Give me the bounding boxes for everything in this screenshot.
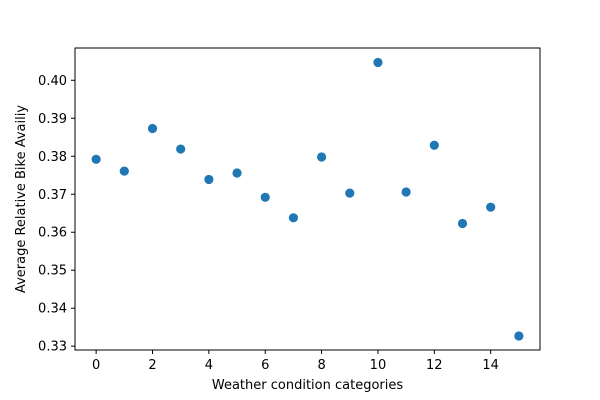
data-point xyxy=(514,331,524,341)
data-point xyxy=(429,140,439,150)
data-point xyxy=(232,168,242,178)
axis-ticks: 0 2 4 6 8 10 12 14 0.33 0.34 0.35 0.36 0.37 0.38 0.39 0… xyxy=(38,74,499,373)
x-tick-label: 14 xyxy=(482,358,499,373)
y-axis-label: Average Relative Bike Availiy xyxy=(14,105,29,293)
y-tick-label: 0.35 xyxy=(38,264,67,279)
y-tick-label: 0.40 xyxy=(38,74,67,89)
x-tick-label: 10 xyxy=(370,358,387,373)
data-points xyxy=(91,57,524,341)
data-point xyxy=(486,202,496,212)
data-point xyxy=(373,57,383,68)
x-tick-label: 8 xyxy=(317,358,325,373)
y-tick-label: 0.38 xyxy=(38,150,67,165)
x-tick-label: 2 xyxy=(148,358,156,373)
x-tick-label: 12 xyxy=(426,358,443,373)
data-point xyxy=(288,213,299,223)
data-point xyxy=(316,152,327,162)
data-point xyxy=(176,144,186,154)
data-point xyxy=(119,166,129,176)
y-tick-label: 0.36 xyxy=(38,226,67,241)
x-axis-label: Weather condition categories xyxy=(212,378,403,393)
y-tick-label: 0.37 xyxy=(38,188,67,203)
axes-frame xyxy=(74,47,541,351)
data-point xyxy=(401,187,411,197)
x-tick-label: 4 xyxy=(205,358,213,373)
data-point xyxy=(260,192,270,202)
data-point xyxy=(91,154,101,164)
data-point xyxy=(457,218,468,229)
y-tick-label: 0.33 xyxy=(38,340,67,355)
x-tick-label: 0 xyxy=(92,358,100,373)
y-tick-label: 0.39 xyxy=(38,112,67,127)
x-tick-label: 6 xyxy=(261,358,269,373)
y-tick-label: 0.34 xyxy=(38,302,67,317)
data-point xyxy=(204,174,214,185)
data-point xyxy=(147,123,158,134)
data-point xyxy=(345,188,355,198)
